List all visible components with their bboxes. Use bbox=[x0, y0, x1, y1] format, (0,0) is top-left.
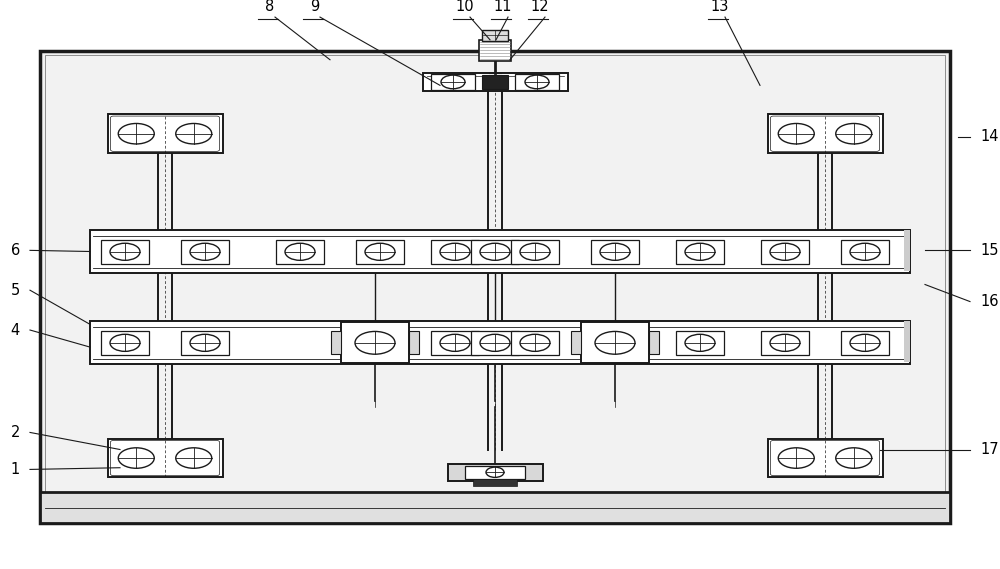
Bar bbox=[276, 240, 324, 264]
Text: 13: 13 bbox=[711, 0, 729, 14]
Circle shape bbox=[778, 448, 814, 468]
Text: 8: 8 bbox=[265, 0, 275, 14]
Bar bbox=[649, 332, 659, 354]
Bar bbox=[409, 332, 419, 354]
Circle shape bbox=[685, 335, 715, 352]
Bar bbox=[511, 240, 559, 264]
Bar bbox=[676, 331, 724, 355]
Text: 4: 4 bbox=[11, 323, 20, 337]
Circle shape bbox=[190, 335, 220, 352]
Text: 12: 12 bbox=[531, 0, 549, 14]
Circle shape bbox=[836, 448, 872, 468]
Bar bbox=[422, 73, 568, 91]
Circle shape bbox=[118, 123, 154, 144]
Bar bbox=[448, 464, 542, 481]
Circle shape bbox=[190, 244, 220, 261]
Text: 6: 6 bbox=[11, 243, 20, 258]
Circle shape bbox=[600, 244, 630, 261]
Bar bbox=[768, 439, 883, 477]
Circle shape bbox=[480, 335, 510, 352]
Bar bbox=[431, 74, 475, 90]
Bar bbox=[101, 240, 149, 264]
Bar bbox=[473, 479, 517, 486]
Bar bbox=[181, 240, 229, 264]
Circle shape bbox=[770, 335, 800, 352]
Text: 5: 5 bbox=[11, 283, 20, 298]
Bar bbox=[571, 332, 581, 354]
Text: 11: 11 bbox=[494, 0, 512, 14]
Bar bbox=[482, 30, 508, 41]
Circle shape bbox=[836, 123, 872, 144]
Bar bbox=[841, 331, 889, 355]
Circle shape bbox=[770, 244, 800, 261]
Text: 9: 9 bbox=[310, 0, 320, 14]
Bar bbox=[768, 114, 883, 153]
Text: 15: 15 bbox=[980, 243, 998, 258]
Circle shape bbox=[110, 335, 140, 352]
Text: 2: 2 bbox=[11, 425, 20, 440]
Circle shape bbox=[110, 244, 140, 261]
Circle shape bbox=[441, 75, 465, 89]
Bar bbox=[904, 230, 910, 271]
Circle shape bbox=[486, 467, 504, 477]
Circle shape bbox=[850, 244, 880, 261]
Bar bbox=[471, 240, 519, 264]
Circle shape bbox=[685, 244, 715, 261]
Bar bbox=[515, 74, 559, 90]
Circle shape bbox=[595, 331, 635, 354]
Text: 14: 14 bbox=[980, 129, 998, 144]
Bar bbox=[465, 466, 525, 479]
Circle shape bbox=[480, 244, 510, 261]
Bar bbox=[40, 51, 950, 523]
Bar bbox=[431, 331, 479, 355]
Bar bbox=[108, 114, 223, 153]
Circle shape bbox=[118, 448, 154, 468]
Bar bbox=[676, 240, 724, 264]
Text: 1: 1 bbox=[11, 462, 20, 477]
Bar bbox=[761, 240, 809, 264]
Bar bbox=[341, 322, 409, 364]
Bar bbox=[90, 230, 93, 273]
Bar bbox=[841, 240, 889, 264]
Circle shape bbox=[778, 123, 814, 144]
Circle shape bbox=[520, 335, 550, 352]
Bar bbox=[511, 331, 559, 355]
Bar bbox=[431, 240, 479, 264]
Bar bbox=[108, 439, 223, 477]
Bar bbox=[90, 321, 93, 364]
Bar bbox=[181, 331, 229, 355]
Text: 16: 16 bbox=[980, 294, 998, 309]
Text: 17: 17 bbox=[980, 442, 999, 457]
Circle shape bbox=[525, 75, 549, 89]
Bar bbox=[40, 492, 950, 523]
Circle shape bbox=[176, 448, 212, 468]
Circle shape bbox=[285, 244, 315, 261]
Bar bbox=[904, 321, 910, 362]
Circle shape bbox=[365, 244, 395, 261]
Bar bbox=[479, 40, 511, 61]
Bar bbox=[761, 331, 809, 355]
Circle shape bbox=[355, 331, 395, 354]
Circle shape bbox=[520, 244, 550, 261]
Bar bbox=[591, 240, 639, 264]
Circle shape bbox=[440, 335, 470, 352]
Bar bbox=[471, 331, 519, 355]
Bar bbox=[101, 331, 149, 355]
Bar bbox=[45, 55, 945, 519]
Bar bbox=[356, 240, 404, 264]
Circle shape bbox=[176, 123, 212, 144]
Bar bbox=[331, 332, 341, 354]
Bar bbox=[90, 230, 910, 273]
Text: 10: 10 bbox=[456, 0, 474, 14]
Bar bbox=[482, 75, 508, 89]
Circle shape bbox=[850, 335, 880, 352]
Bar bbox=[90, 321, 910, 364]
Bar bbox=[581, 322, 649, 364]
Circle shape bbox=[440, 244, 470, 261]
